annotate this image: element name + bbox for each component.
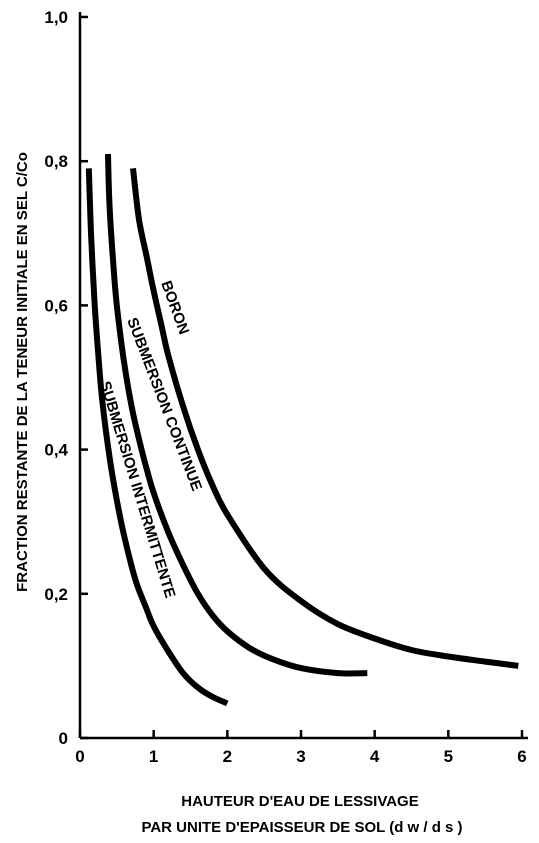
x-tick-label: 1 xyxy=(149,747,158,766)
y-axis-label: FRACTION RESTANTE DE LA TENEUR INITIALE … xyxy=(14,152,31,592)
x-tick-label: 4 xyxy=(370,747,380,766)
y-tick-label: 0,2 xyxy=(44,585,68,604)
series-line-submersion-continue xyxy=(105,153,368,677)
y-tick-label: 0,4 xyxy=(44,441,68,460)
y-tick-label: 0 xyxy=(59,729,68,748)
y-tick-label: 1,0 xyxy=(44,8,68,27)
x-tick-label: 5 xyxy=(444,747,453,766)
x-tick-label: 6 xyxy=(517,747,526,766)
ticks: 0 1 2 3 4 5 6 0 0,2 0,4 0,6 0,8 1,0 xyxy=(44,8,526,766)
y-tick-label: 0,6 xyxy=(44,296,68,315)
x-axis-label-line-1: HAUTEUR D'EAU DE LESSIVAGE xyxy=(181,793,418,810)
x-tick-label: 3 xyxy=(296,747,305,766)
series-line-submersion-intermittente xyxy=(85,168,229,707)
series-line-boron xyxy=(130,168,519,669)
y-tick-label: 0,8 xyxy=(44,152,68,171)
x-axis-label-line-2: PAR UNITE D'EPAISSEUR DE SOL (d w / d s … xyxy=(141,819,462,836)
x-tick-label: 2 xyxy=(223,747,232,766)
curves xyxy=(85,153,519,707)
x-tick-label: 0 xyxy=(75,747,84,766)
